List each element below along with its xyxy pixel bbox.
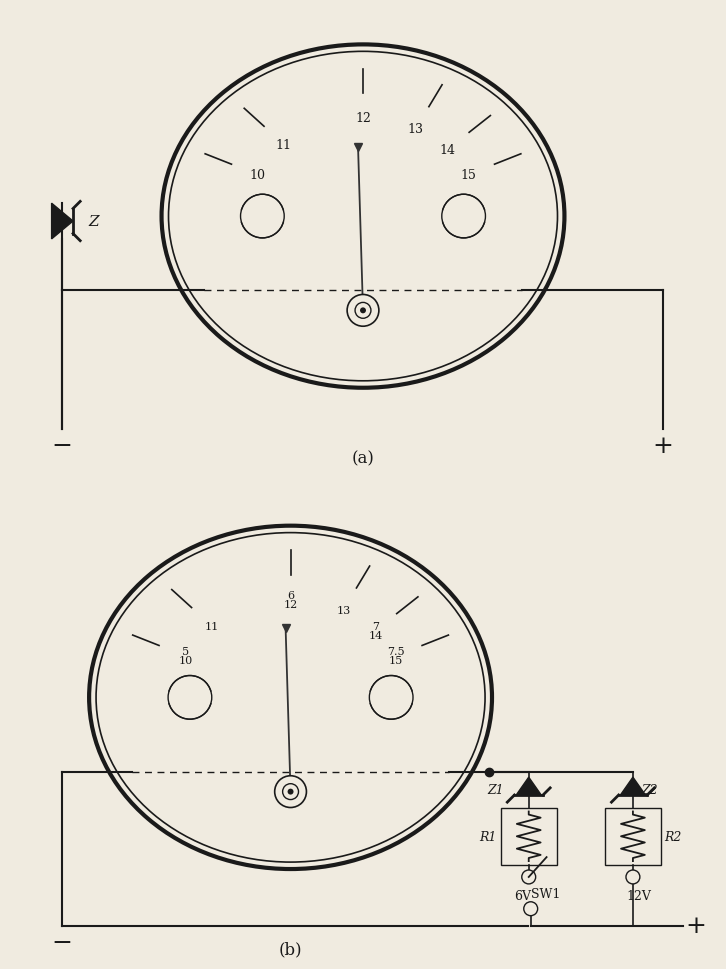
Text: R2: R2 (665, 829, 682, 843)
Circle shape (523, 902, 538, 916)
Polygon shape (52, 203, 73, 239)
Text: 12: 12 (355, 112, 371, 125)
Text: 7.5
15: 7.5 15 (387, 646, 404, 666)
Text: 6
12: 6 12 (283, 590, 298, 610)
Circle shape (522, 870, 536, 884)
Text: R1: R1 (480, 829, 497, 843)
Text: (a): (a) (351, 450, 375, 467)
Circle shape (626, 870, 640, 884)
Circle shape (287, 789, 293, 795)
Text: +: + (652, 435, 673, 458)
Circle shape (240, 195, 284, 238)
Polygon shape (621, 777, 645, 796)
Text: 7
14: 7 14 (368, 621, 383, 641)
Text: 5
10: 5 10 (178, 646, 192, 666)
Text: 14: 14 (440, 143, 456, 156)
Text: −: − (52, 930, 73, 953)
Circle shape (370, 675, 413, 719)
Text: 13: 13 (336, 606, 351, 615)
Text: −: − (52, 435, 73, 458)
Circle shape (360, 308, 366, 314)
Text: 11: 11 (204, 621, 219, 631)
Ellipse shape (96, 533, 485, 862)
Text: 11: 11 (276, 139, 292, 151)
Text: 12V: 12V (627, 889, 651, 902)
Bar (501, 808, 557, 865)
Circle shape (442, 195, 486, 238)
Text: Z1: Z1 (487, 783, 504, 797)
Text: +: + (685, 914, 706, 937)
Text: Z: Z (88, 215, 99, 229)
Circle shape (355, 303, 371, 319)
Ellipse shape (168, 52, 558, 382)
Circle shape (274, 776, 306, 808)
Text: Z2: Z2 (641, 783, 658, 797)
Text: (b): (b) (279, 941, 302, 957)
Circle shape (347, 296, 379, 327)
Circle shape (282, 784, 298, 799)
Text: 15: 15 (460, 169, 476, 182)
Text: 6V: 6V (514, 889, 531, 902)
Bar (605, 808, 661, 865)
Text: 10: 10 (250, 169, 266, 182)
Circle shape (168, 675, 212, 719)
Text: SW1: SW1 (531, 887, 560, 900)
Polygon shape (516, 777, 541, 796)
Text: 13: 13 (408, 123, 424, 136)
